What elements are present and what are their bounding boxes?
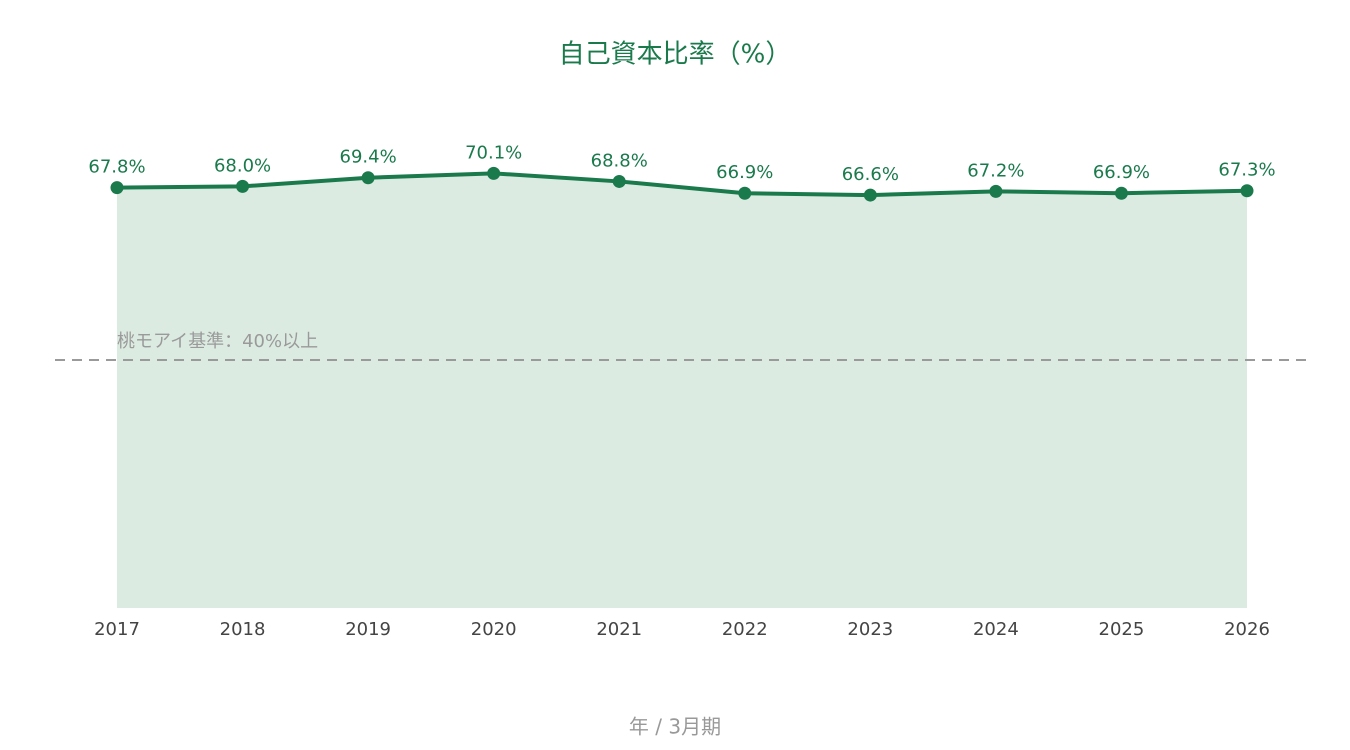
value-label: 66.9% [1093,162,1150,183]
value-label: 67.2% [967,160,1024,181]
chart-title: 自己資本比率（%） [559,40,792,70]
value-label: 66.6% [842,164,899,185]
value-label: 69.4% [340,147,397,168]
x-tick-label: 2019 [345,619,391,640]
value-label: 70.1% [465,142,522,163]
value-label: 67.8% [88,157,145,178]
x-tick-label: 2018 [220,619,266,640]
x-tick-label: 2020 [471,619,517,640]
point [612,174,626,188]
x-tick-label: 2023 [847,619,893,640]
value-label: 67.3% [1218,160,1275,181]
x-tick-label: 2017 [94,619,140,640]
x-tick-label: 2022 [722,619,768,640]
point [487,166,501,180]
value-label: 66.9% [716,162,773,183]
point [989,184,1003,198]
point [1114,186,1128,200]
value-label: 68.8% [591,150,648,171]
value-label: 68.0% [214,155,271,176]
x-tick-label: 2026 [1224,619,1270,640]
point [738,186,752,200]
x-tick-label: 2021 [596,619,642,640]
point [110,181,124,195]
reference-label: 桃モアイ基準：40%以上 [117,331,318,352]
x-tick-label: 2025 [1099,619,1145,640]
point [236,179,250,193]
area [117,173,1247,608]
point [361,171,375,185]
point [863,188,877,202]
point [1240,184,1254,198]
x-axis-label: 年 / 3月期 [629,715,721,739]
line [116,171,1248,198]
x-tick-label: 2024 [973,619,1019,640]
